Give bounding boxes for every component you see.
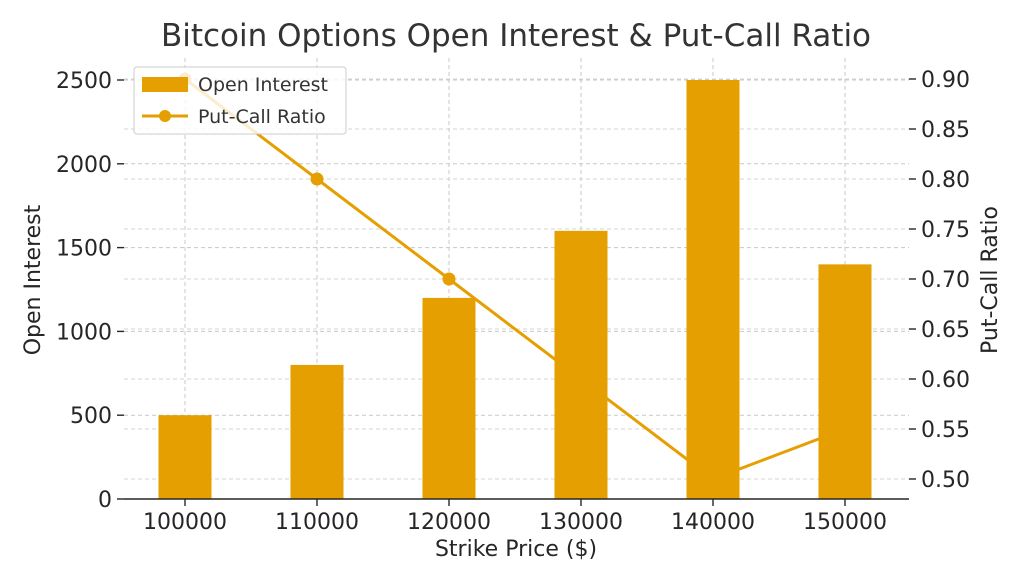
x-tick-label: 130000 [539,510,623,535]
bar [158,415,212,499]
y-ticks: 0 500 1000 1500 2000 2500 [56,69,124,513]
y2-axis-label: Put-Call Ratio [978,206,1003,354]
legend-label-put-call-ratio: Put-Call Ratio [198,106,326,128]
x-tick-label: 140000 [671,510,755,535]
y2-ticks: 0.50 0.55 0.60 0.65 0.70 0.75 0.80 0.85 0.90 [909,68,970,493]
y2-tick-label: 0.60 [921,368,970,393]
line-point [310,172,324,186]
x-ticks: 100000 110000 120000 130000 140000 150000 [143,499,887,535]
y2-tick-label: 0.75 [921,218,970,243]
y2-tick-label: 0.55 [921,418,970,443]
line-point [838,422,852,436]
legend-label-open-interest: Open Interest [198,74,328,96]
line-point [574,372,588,386]
line-point [706,472,720,486]
x-tick-label: 150000 [803,510,887,535]
y2-tick-label: 0.50 [921,468,970,493]
y2-tick-label: 0.90 [921,68,970,93]
y2-tick-label: 0.80 [921,168,970,193]
x-tick-label: 110000 [275,510,359,535]
line-point [442,272,456,286]
bar [818,264,872,499]
y-tick-label: 2500 [56,69,112,94]
y-axis-label: Open Interest [21,204,46,355]
legend-line-marker [159,110,171,122]
bar [422,297,476,499]
put-call-ratio-line [184,77,846,481]
x-tick-label: 100000 [143,510,227,535]
grid [124,58,909,500]
y-tick-label: 1500 [56,237,112,262]
chart-title: Bitcoin Options Open Interest & Put-Call… [161,18,871,54]
x-tick-label: 120000 [407,510,491,535]
legend-bar-swatch [142,77,188,92]
y-tick-label: 0 [98,488,112,513]
legend: Open Interest Put-Call Ratio [133,66,347,135]
y2-tick-label: 0.65 [921,318,970,343]
y2-tick-label: 0.70 [921,268,970,293]
bar [686,80,740,499]
y-tick-label: 1000 [56,320,112,345]
bar [290,364,344,499]
y2-tick-label: 0.85 [921,118,970,143]
bars [158,80,872,499]
y-tick-label: 500 [70,404,112,429]
y-tick-label: 2000 [56,153,112,178]
x-axis-label: Strike Price ($) [435,537,597,562]
